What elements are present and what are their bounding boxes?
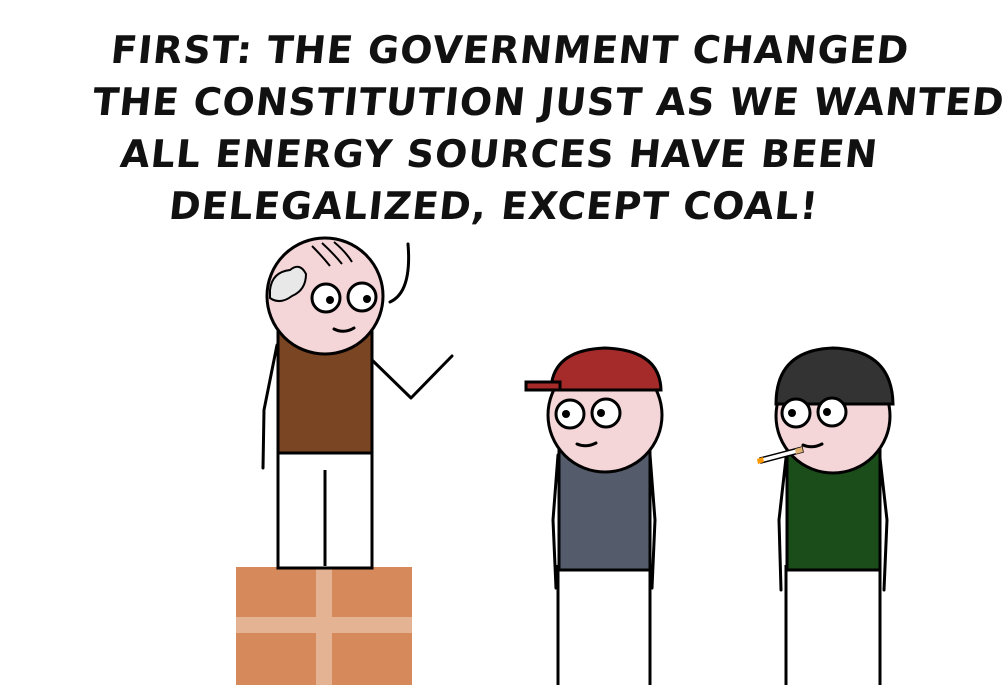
cardboard-box [236,567,412,685]
speaker-left-arm [261,343,279,470]
hair-strand [321,242,343,265]
listener-cap-character [524,346,664,685]
box-tape-horizontal [236,617,412,633]
beanie-listener-eye-right [816,396,848,428]
beanie-listener-left-arm [777,456,788,592]
cap-listener-mouth [575,441,598,448]
cap-listener-right-arm [648,453,657,590]
red-cap-brim [524,380,562,392]
speaker-character [261,236,454,570]
speech-pointer [388,242,411,304]
speaker-mouth [332,326,356,333]
black-beanie [774,346,895,406]
hair-strand [311,245,331,267]
speaker-eye-left [310,282,342,314]
cigarette-icon [757,446,804,464]
red-cap [549,346,663,392]
cap-listener-left-arm [551,453,560,590]
cap-listener-eye-right [590,397,622,429]
cap-listener-pupil-left [562,410,570,418]
speaker-pupil-left [326,296,334,304]
cap-listener-pupil-right [597,409,605,417]
cigarette-ember [757,457,764,464]
beanie-listener-right-arm [878,456,889,592]
beanie-listener-pupil-right [823,408,831,416]
beanie-listener-pupil-left [788,409,796,417]
speaker-right-arm [370,354,454,400]
beanie-listener-mouth [801,442,824,449]
speaker-pupil-right [363,295,371,303]
bald-patch [269,265,308,302]
speaker-eye-right [346,281,378,313]
cigarette-filter [795,447,803,454]
listener-beanie-character [757,346,895,685]
hair-strand [333,241,353,263]
